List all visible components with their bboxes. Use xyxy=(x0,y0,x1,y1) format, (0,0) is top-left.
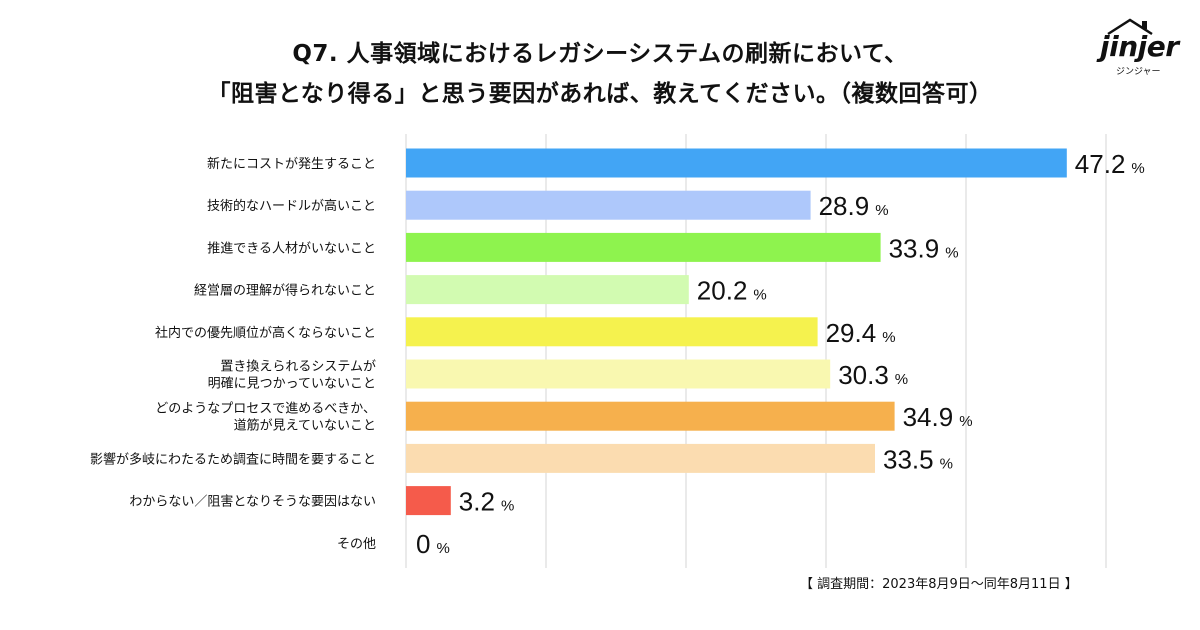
category-label-5-line1: 明確に見つかっていないこと xyxy=(208,376,376,392)
survey-period-footnote: 【 調査期間：2023年8月9日〜同年8月11日 】 xyxy=(800,577,1078,592)
category-label-6-line0: どのようなプロセスで進めるべきか、 xyxy=(155,402,376,417)
category-label-0: 新たにコストが発生すること xyxy=(207,156,376,172)
data-label-5: 30.3% xyxy=(838,360,908,390)
data-label-9: 0% xyxy=(416,529,450,559)
chart-title-line1: Q7. 人事領域におけるレガシーシステムの刷新において、 xyxy=(292,41,908,67)
category-label-4: 社内での優先順位が高くならないこと xyxy=(155,325,376,341)
bar-4 xyxy=(406,317,818,347)
category-label-6-line1: 道筋が見えていないこと xyxy=(234,418,376,434)
category-label-3: 経営層の理解が得られないこと xyxy=(194,283,376,299)
logo-subtext: ジンジャー xyxy=(1116,67,1161,77)
category-label-2: 推進できる人材がいないこと xyxy=(207,241,376,256)
chart-title-line2: 「阻害となり得る」と思う要因があれば、教えてください。（複数回答可） xyxy=(207,81,993,107)
data-label-4: 29.4% xyxy=(826,318,896,348)
bar-3 xyxy=(406,275,689,305)
data-label-1: 28.9% xyxy=(819,191,889,221)
bar-5 xyxy=(406,359,831,389)
data-label-0: 47.2% xyxy=(1075,149,1145,179)
category-label-8: わからない／阻害となりそうな要因はない xyxy=(129,494,376,510)
bar-6 xyxy=(406,401,895,431)
logo-roof-icon xyxy=(1107,18,1153,36)
bar-0 xyxy=(406,148,1067,178)
data-label-6: 34.9% xyxy=(903,402,973,432)
category-label-9: その他 xyxy=(337,537,376,552)
logo-wordmark: jinjer xyxy=(1100,30,1179,63)
category-label-5-line0: 置き換えられるシステムが xyxy=(220,360,376,375)
bar-7 xyxy=(406,443,875,473)
data-label-7: 33.5% xyxy=(883,444,953,474)
category-label-7: 影響が多岐にわたるため調査に時間を要すること xyxy=(90,451,376,467)
category-label-1: 技術的なハードルが高いこと xyxy=(207,198,376,214)
bar-1 xyxy=(406,190,811,220)
bar-2 xyxy=(406,232,881,262)
bar-8 xyxy=(406,486,451,516)
data-label-8: 3.2% xyxy=(459,487,515,517)
brand-logo: jinjer ジンジャー xyxy=(1086,16,1182,77)
data-label-3: 20.2% xyxy=(697,276,767,306)
data-label-2: 33.9% xyxy=(889,233,959,263)
